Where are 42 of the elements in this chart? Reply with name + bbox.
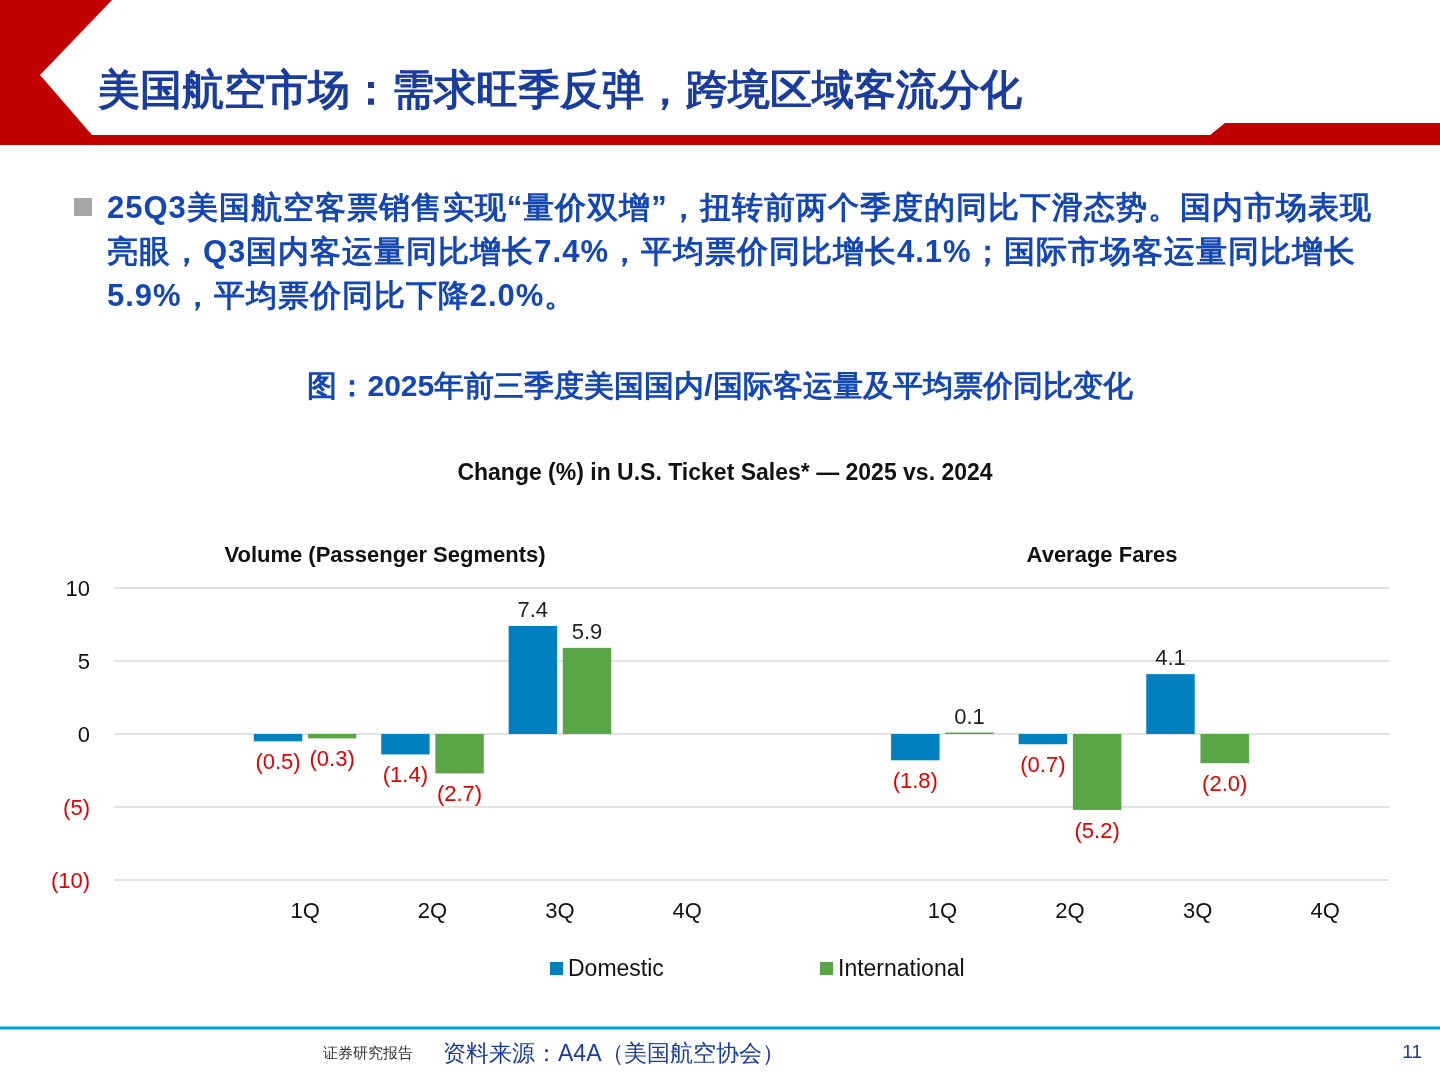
data-label: (1.4) [382, 762, 429, 788]
text: 资料来源：A4A（美国航空协会） [443, 1040, 786, 1066]
data-label: (0.3) [309, 746, 355, 772]
x-tick-label: 1Q [290, 898, 320, 923]
data-label: 0.1 [954, 703, 985, 729]
data-label: (2.0) [1202, 771, 1248, 797]
data-label: (1.8) [892, 768, 938, 794]
text: 美国航空市场：需求旺季反弹，跨境区域客流分化 [98, 64, 1022, 116]
text: 证券研究报告 [323, 1044, 413, 1061]
y-tick-label: 5 [77, 649, 90, 674]
data-label: (5.2) [1074, 817, 1120, 843]
text: 图：2025年前三季度美国国内/国际客运量及平均票价同比变化 [306, 368, 1134, 404]
x-tick-label: 3Q [1182, 898, 1213, 923]
bar [253, 734, 303, 742]
data-label: (0.5) [255, 749, 301, 775]
x-tick-label: 4Q [1310, 898, 1340, 923]
text: Change (%) in U.S. Ticket Sales* — 2025 vs. 2024 [457, 459, 993, 485]
chart-title: Volume (Passenger Segments) [224, 542, 546, 567]
data-label: 4.1 [1155, 645, 1186, 671]
bar [562, 647, 612, 734]
x-tick-label: 1Q [927, 898, 958, 923]
legend-label: Domestic [568, 955, 664, 981]
x-tick-label: 3Q [545, 898, 575, 923]
text: 11 [1402, 1041, 1422, 1062]
legend-label: International [838, 955, 965, 981]
bar [381, 734, 430, 755]
data-label: (0.7) [1020, 752, 1066, 778]
y-tick-label: 10 [65, 576, 90, 601]
data-label: 5.9 [571, 618, 603, 644]
y-tick-label: 0 [77, 722, 90, 747]
x-tick-label: 2Q [417, 898, 448, 923]
bar [508, 625, 558, 734]
x-tick-label: 4Q [672, 898, 702, 923]
y-tick-label: (10) [50, 868, 90, 893]
y-tick-label: (5) [63, 795, 90, 820]
bar [435, 734, 484, 774]
text: 25Q3美国航空客票销售实现“量价双增”，扭转前两个季度的同比下滑态势。国内市场表现亮眼，Q3国内客运量同比增长7.4%，平均票价同比增长4.1%；国际市场客运量同比增长5.9%，平均票价同比下降2.0%。 [107, 189, 1372, 315]
chart-title: Average Fares [1026, 542, 1178, 567]
bar [307, 734, 357, 739]
x-tick-label: 2Q [1055, 898, 1085, 923]
data-label: 7.4 [517, 596, 549, 622]
data-label: (2.7) [436, 781, 483, 807]
